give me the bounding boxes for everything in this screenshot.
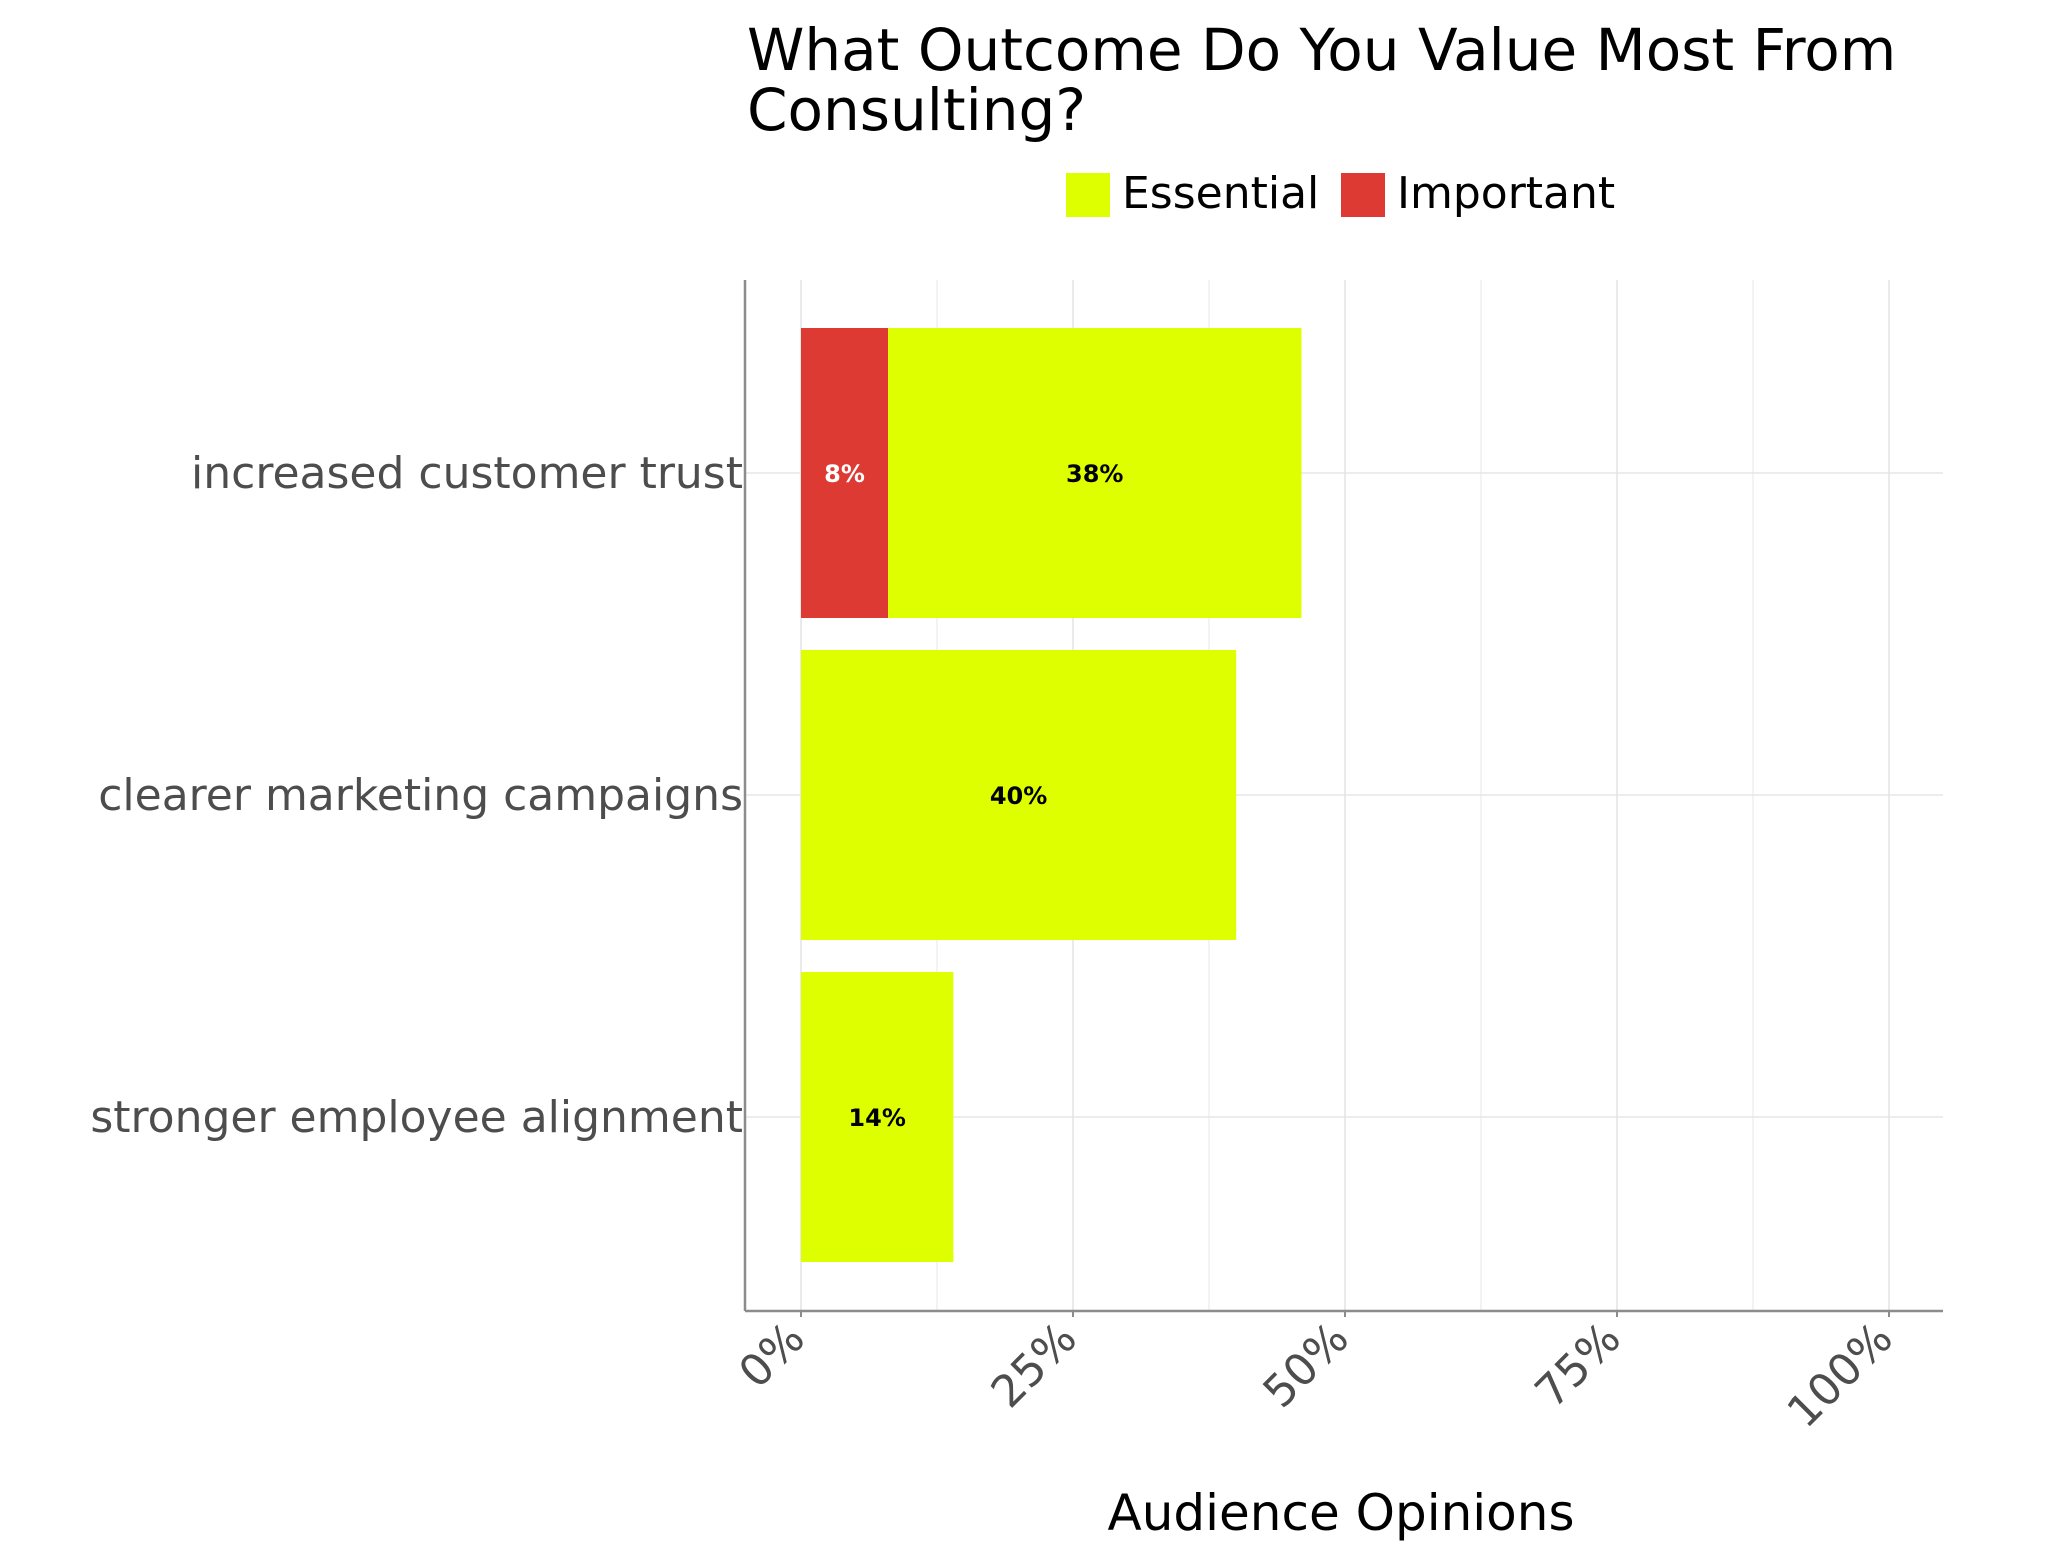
- x-tick-label: 75%: [1526, 1313, 1631, 1418]
- bar-essential: [801, 972, 954, 1262]
- x-tick-label: 50%: [1254, 1313, 1359, 1418]
- x-tick-label: 100%: [1778, 1313, 1903, 1438]
- chart-title: What Outcome Do You Value Most FromConsu…: [747, 16, 1896, 144]
- x-tick-labels: 0% 25% 50% 75% 100%: [729, 1311, 1903, 1438]
- legend-swatch-important: [1341, 173, 1385, 217]
- legend-label-important: Important: [1397, 168, 1615, 219]
- category-labels: increased customer trust clearer marketin…: [90, 448, 743, 1143]
- chart-title-line: What Outcome Do You Value Most From: [747, 16, 1896, 84]
- chart-title-line: Consulting?: [747, 76, 1086, 144]
- bar-essential: [888, 328, 1302, 618]
- category-label: stronger employee alignment: [90, 1092, 743, 1143]
- category-label: clearer marketing campaigns: [98, 770, 743, 821]
- bar-value-label: 8%: [824, 460, 865, 488]
- bar-value-label: 40%: [990, 782, 1047, 810]
- legend-swatch-essential: [1066, 173, 1110, 217]
- bar-value-label: 14%: [848, 1104, 905, 1132]
- bar-value-label: 38%: [1066, 460, 1123, 488]
- x-tick-label: 25%: [982, 1313, 1087, 1418]
- legend-label-essential: Essential: [1122, 168, 1319, 219]
- x-tick-label: 0%: [729, 1313, 814, 1398]
- category-label: increased customer trust: [191, 448, 743, 499]
- x-axis-title: Audience Opinions: [1107, 1484, 1574, 1542]
- bars: 8% 38% 40% 14%: [801, 328, 1302, 1262]
- bar-essential: [801, 650, 1237, 940]
- legend: Essential Important: [1066, 168, 1615, 219]
- bar-important: [801, 328, 889, 618]
